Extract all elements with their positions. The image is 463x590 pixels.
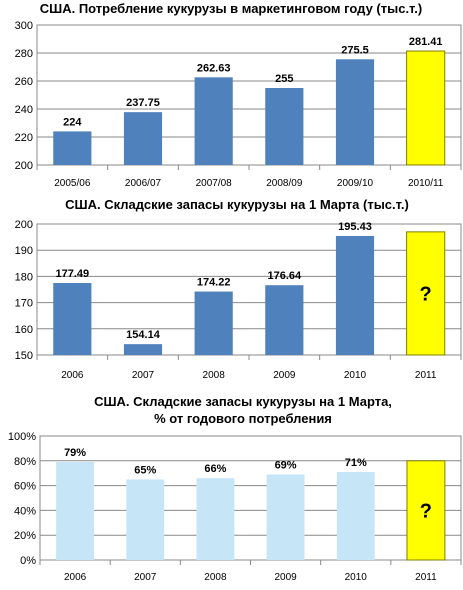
bar bbox=[335, 235, 375, 355]
plot-area bbox=[36, 223, 462, 356]
data-label: 154.14 bbox=[126, 329, 161, 341]
data-label: 237.75 bbox=[126, 97, 160, 109]
highlight-bar bbox=[406, 460, 446, 561]
y-tick-label: 100% bbox=[8, 431, 36, 443]
stocks-chart-svg: США. Складские запасы кукурузы на 1 Март… bbox=[15, 197, 462, 381]
y-tick-label: 170 bbox=[15, 298, 33, 310]
y-tick-label: 20% bbox=[14, 530, 36, 542]
x-tick-label: 2010 bbox=[344, 370, 367, 381]
data-label: 177.49 bbox=[56, 268, 90, 280]
x-tick-label: 2007/08 bbox=[196, 178, 233, 189]
consumption-chart: США. Потребление кукурузы в маркетингово… bbox=[0, 0, 463, 195]
bar bbox=[53, 282, 92, 355]
data-label: 65% bbox=[134, 464, 156, 476]
bar bbox=[123, 344, 163, 355]
bar bbox=[56, 462, 95, 560]
y-tick-label: 200 bbox=[15, 160, 33, 172]
plot-area bbox=[36, 24, 462, 166]
bar bbox=[336, 471, 375, 560]
x-tick-label: 2009 bbox=[273, 370, 296, 381]
x-tick-label: 2005/06 bbox=[54, 178, 91, 189]
data-label: 174.22 bbox=[197, 277, 231, 289]
bar bbox=[194, 291, 233, 355]
x-tick-label: 2008/09 bbox=[266, 178, 303, 189]
y-tick-label: 60% bbox=[14, 481, 36, 493]
x-tick-label: 2009/10 bbox=[337, 178, 374, 189]
y-tick-label: 180 bbox=[15, 271, 33, 283]
chart-title: США. Складские запасы кукурузы на 1 Март… bbox=[94, 394, 392, 409]
consumption-chart-svg: США. Потребление кукурузы в маркетингово… bbox=[15, 1, 462, 189]
x-tick-label: 2008 bbox=[203, 370, 226, 381]
data-label: 66% bbox=[204, 463, 226, 475]
y-tick-label: 260 bbox=[15, 76, 33, 88]
stocks-chart: США. Складские запасы кукурузы на 1 Март… bbox=[0, 195, 463, 390]
y-tick-label: 200 bbox=[15, 219, 33, 231]
question-mark: ? bbox=[420, 283, 432, 305]
y-tick-label: 220 bbox=[15, 132, 33, 144]
bar bbox=[194, 77, 233, 165]
chart-subtitle: % от годового потребления bbox=[154, 411, 332, 426]
bar bbox=[123, 112, 163, 165]
x-tick-label: 2009 bbox=[274, 572, 297, 583]
x-tick-label: 2007 bbox=[134, 572, 157, 583]
highlight-bar bbox=[406, 231, 446, 356]
bar bbox=[265, 285, 304, 355]
data-label: 275.5 bbox=[341, 44, 369, 56]
data-label: 281.41 bbox=[409, 36, 443, 48]
x-tick-label: 2011 bbox=[415, 572, 437, 583]
x-tick-label: 2006 bbox=[61, 370, 84, 381]
bar bbox=[126, 479, 165, 560]
bar bbox=[266, 474, 305, 560]
highlight-bar bbox=[406, 50, 446, 166]
y-tick-label: 40% bbox=[14, 505, 36, 517]
y-tick-label: 280 bbox=[15, 48, 33, 60]
bar bbox=[265, 88, 304, 165]
x-tick-label: 2006/07 bbox=[125, 178, 162, 189]
stocks-percent-chart-svg: США. Складские запасы кукурузы на 1 Март… bbox=[8, 394, 462, 583]
y-tick-label: 160 bbox=[15, 324, 33, 336]
x-tick-label: 2010/11 bbox=[408, 178, 444, 189]
data-label: 79% bbox=[64, 447, 86, 459]
y-tick-label: 0% bbox=[20, 555, 36, 567]
x-tick-label: 2011 bbox=[415, 370, 437, 381]
bar bbox=[196, 478, 235, 560]
plot-area bbox=[39, 435, 462, 561]
data-label: 262.63 bbox=[197, 62, 231, 74]
data-label: 69% bbox=[275, 459, 297, 471]
data-label: 176.64 bbox=[268, 270, 303, 282]
data-label: 71% bbox=[345, 457, 367, 469]
x-tick-label: 2007 bbox=[132, 370, 155, 381]
bar bbox=[53, 131, 92, 165]
y-tick-label: 300 bbox=[15, 20, 33, 32]
question-mark: ? bbox=[420, 500, 432, 522]
chart-title: США. Потребление кукурузы в маркетингово… bbox=[40, 1, 422, 16]
bar bbox=[335, 59, 375, 165]
data-label: 224 bbox=[63, 116, 82, 128]
y-tick-label: 190 bbox=[15, 245, 33, 257]
stocks-percent-chart: США. Складские запасы кукурузы на 1 Март… bbox=[0, 390, 463, 585]
data-label: 255 bbox=[275, 73, 293, 85]
x-tick-label: 2010 bbox=[345, 572, 368, 583]
y-tick-label: 240 bbox=[15, 104, 33, 116]
y-tick-label: 150 bbox=[15, 350, 33, 362]
x-tick-label: 2008 bbox=[204, 572, 227, 583]
y-tick-label: 80% bbox=[14, 456, 36, 468]
data-label: 195.43 bbox=[338, 221, 372, 233]
x-tick-label: 2006 bbox=[64, 572, 87, 583]
chart-title: США. Складские запасы кукурузы на 1 Март… bbox=[65, 197, 409, 212]
